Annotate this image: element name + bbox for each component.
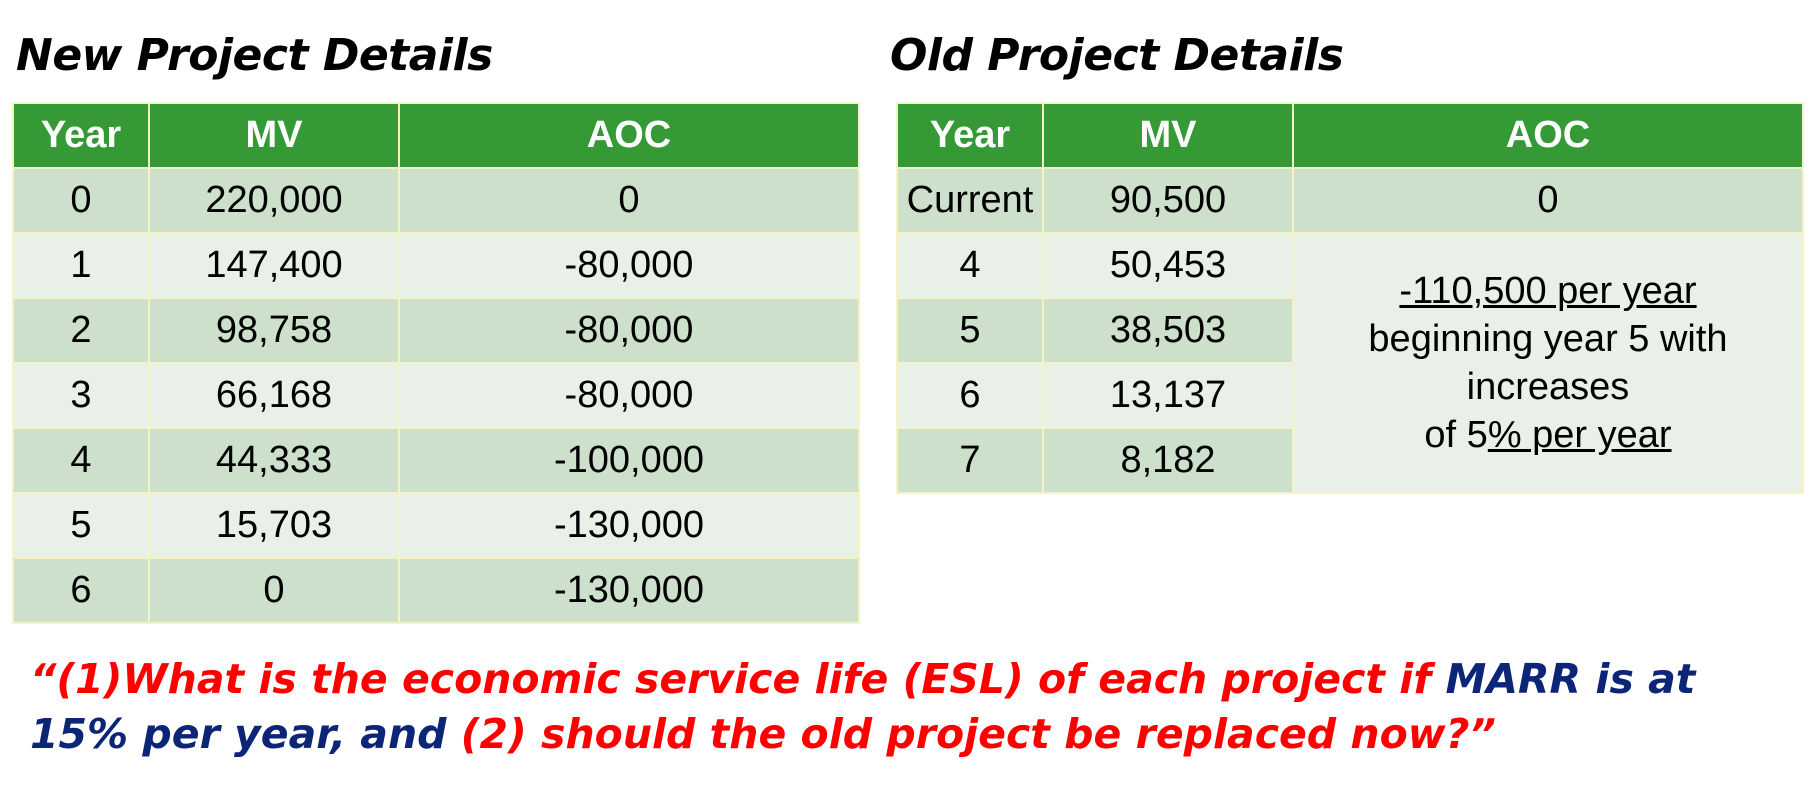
year-cell: 0 xyxy=(12,167,150,234)
year-cell: 6 xyxy=(12,557,150,624)
table-row: 0 220,000 0 xyxy=(12,167,860,234)
aoc-header: AOC xyxy=(398,102,860,169)
table-row: 4 44,333 -100,000 xyxy=(12,427,860,494)
table-header-row: Year MV AOC xyxy=(896,102,1804,169)
table-row: Current 90,500 0 xyxy=(896,167,1804,234)
table-row: 7 8,182 xyxy=(896,427,1803,494)
mv-cell: 44,333 xyxy=(148,427,400,494)
year-cell: 6 xyxy=(896,362,1044,429)
year-header: Year xyxy=(12,102,150,169)
question-part1: “(1)What is the economic service life (E… xyxy=(30,655,1446,703)
mv-cell: 98,758 xyxy=(148,297,400,364)
question-part3: (2) should the old project be replaced n… xyxy=(460,710,1496,758)
year-header: Year xyxy=(896,102,1044,169)
table-row: 1 147,400 -80,000 xyxy=(12,232,860,299)
mv-cell: 15,703 xyxy=(148,492,400,559)
new-project-table: Year MV AOC 0 220,000 0 1 147,400 -80,00… xyxy=(12,102,860,624)
mv-cell: 220,000 xyxy=(148,167,400,234)
question-text: “(1)What is the economic service life (E… xyxy=(30,652,1790,762)
mv-cell: 90,500 xyxy=(1042,167,1294,234)
mv-cell: 0 xyxy=(148,557,400,624)
table-row: 3 66,168 -80,000 xyxy=(12,362,860,429)
aoc-cell: -80,000 xyxy=(398,297,860,364)
aoc-note-line2: beginning year 5 with increases xyxy=(1368,318,1728,408)
mv-cell: 38,503 xyxy=(1042,297,1294,364)
aoc-cell: 0 xyxy=(1292,167,1804,234)
question-part2: MARR is at 15% per year, and xyxy=(30,655,1696,758)
mv-cell: 8,182 xyxy=(1042,427,1294,494)
aoc-cell: 0 xyxy=(398,167,860,234)
year-cell: 7 xyxy=(896,427,1044,494)
year-cell: 1 xyxy=(12,232,150,299)
year-cell: 4 xyxy=(12,427,150,494)
aoc-cell: -100,000 xyxy=(398,427,860,494)
new-project-title: New Project Details xyxy=(16,30,493,81)
year-cell: 2 xyxy=(12,297,150,364)
aoc-cell: -130,000 xyxy=(398,492,860,559)
mv-header: MV xyxy=(1042,102,1294,169)
aoc-header: AOC xyxy=(1292,102,1804,169)
aoc-cell: -80,000 xyxy=(398,232,860,299)
mv-cell: 50,453 xyxy=(1042,232,1294,299)
table-row: 6 13,137 xyxy=(896,362,1803,429)
mv-cell: 13,137 xyxy=(1042,362,1294,429)
year-cell: 3 xyxy=(12,362,150,429)
aoc-note-line3-prefix: of 5 xyxy=(1424,414,1488,456)
aoc-cell: -130,000 xyxy=(398,557,860,624)
table-row: 4 50,453 -110,500 per year beginning yea… xyxy=(896,232,1804,494)
aoc-note-line3-underlined: % per year xyxy=(1487,414,1672,456)
table-row: 5 15,703 -130,000 xyxy=(12,492,860,559)
year-cell: 4 xyxy=(896,232,1044,299)
year-cell: Current xyxy=(896,167,1044,234)
year-cell: 5 xyxy=(896,297,1044,364)
mv-cell: 147,400 xyxy=(148,232,400,299)
mv-header: MV xyxy=(148,102,400,169)
old-project-table: Year MV AOC Current 90,500 0 4 50,453 -1… xyxy=(896,102,1804,494)
table-row: 6 0 -130,000 xyxy=(12,557,860,624)
aoc-note-cell: -110,500 per year beginning year 5 with … xyxy=(1292,232,1804,494)
aoc-cell: -80,000 xyxy=(398,362,860,429)
table-row: 2 98,758 -80,000 xyxy=(12,297,860,364)
old-project-title: Old Project Details xyxy=(890,30,1344,81)
table-row: 5 38,503 xyxy=(896,297,1803,364)
mv-cell: 66,168 xyxy=(148,362,400,429)
table-header-row: Year MV AOC xyxy=(12,102,860,169)
aoc-note-line1: -110,500 per year xyxy=(1399,270,1697,312)
year-cell: 5 xyxy=(12,492,150,559)
